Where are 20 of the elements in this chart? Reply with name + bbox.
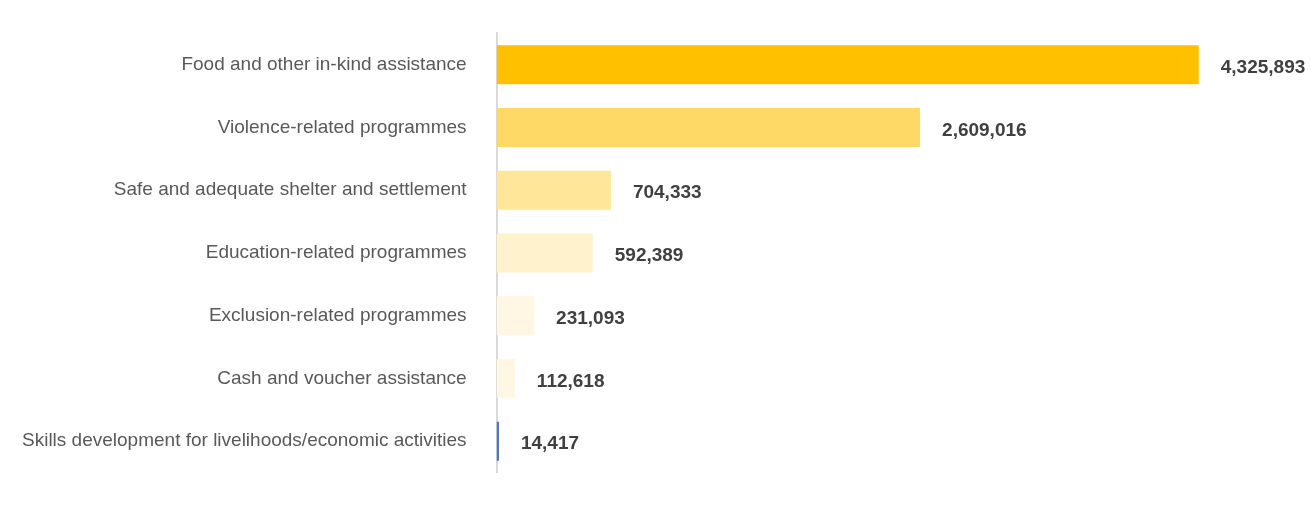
- bar: [496, 233, 593, 273]
- bar: [496, 170, 611, 210]
- y-tick-label: Skills development for livelihoods/economic activities: [22, 429, 467, 451]
- data-label: 231,093: [556, 306, 625, 328]
- data-label: 592,389: [614, 244, 684, 266]
- y-tick-label: Violence-related programmes: [217, 115, 467, 137]
- bar: [496, 45, 1199, 85]
- y-tick-label: Cash and voucher assistance: [217, 366, 467, 388]
- data-label: 2,609,016: [942, 118, 1027, 140]
- bar: [496, 108, 921, 147]
- y-tick-label: Education-related programmes: [205, 241, 467, 263]
- bar: [496, 296, 535, 336]
- data-label: 704,333: [632, 181, 702, 203]
- data-label: 14,417: [520, 432, 580, 454]
- y-tick-label: Safe and adequate shelter and settlement: [113, 178, 468, 200]
- y-tick-label: Food and other in-kind assistance: [181, 53, 467, 75]
- bar: [496, 359, 515, 398]
- y-tick-label: Exclusion-related programmes: [208, 303, 467, 325]
- data-label: 112,618: [536, 369, 605, 391]
- data-label: 4,325,893: [1220, 56, 1306, 78]
